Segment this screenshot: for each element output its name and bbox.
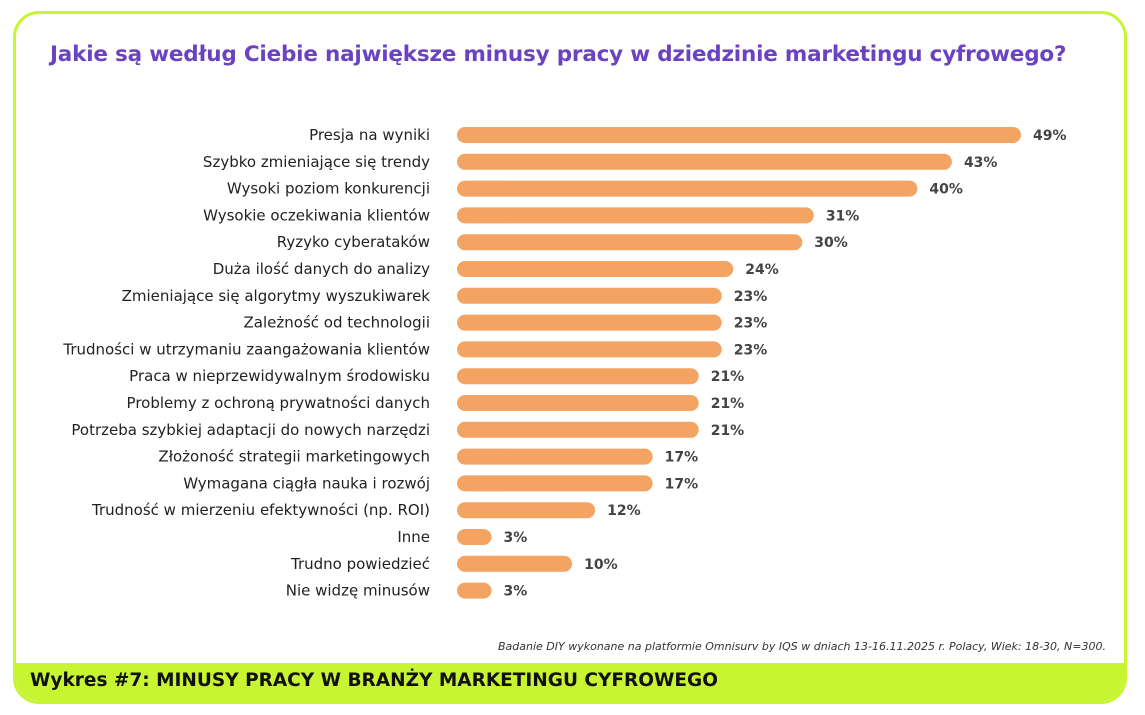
- category-label: Ryzyko cyberataków: [277, 233, 430, 251]
- bar: [457, 341, 722, 358]
- value-label: 17%: [665, 450, 699, 466]
- bar: [457, 287, 722, 304]
- category-label: Trudność w mierzeniu efektywności (np. R…: [91, 501, 430, 519]
- bar: [457, 421, 699, 438]
- category-label: Zależność od technologii: [244, 314, 430, 332]
- value-label: 3%: [504, 584, 528, 600]
- category-label: Trudno powiedzieć: [290, 555, 430, 573]
- value-label: 21%: [711, 369, 745, 385]
- value-label: 10%: [584, 557, 618, 573]
- source-note: Badanie DIY wykonane na platformie Omnis…: [498, 640, 1106, 653]
- category-label: Praca w nieprzewidywalnym środowisku: [129, 367, 430, 385]
- category-label: Wymagana ciągła nauka i rozwój: [183, 474, 430, 492]
- bar: [457, 180, 918, 197]
- value-label: 12%: [607, 503, 641, 519]
- category-label: Potrzeba szybkiej adaptacji do nowych na…: [71, 421, 430, 439]
- value-label: 40%: [929, 182, 963, 198]
- category-label: Zmieniające się algorytmy wyszukiwarek: [122, 287, 431, 305]
- bar-chart: Presja na wyniki 49% Szybko zmieniające si…: [62, 126, 1067, 600]
- bar: [457, 261, 734, 277]
- value-label: 31%: [826, 208, 860, 224]
- value-label: 23%: [734, 316, 768, 332]
- chart-title: Jakie są według Ciebie największe minusy…: [50, 42, 1067, 67]
- bar: [457, 153, 952, 170]
- bar: [457, 555, 573, 572]
- value-label: 49%: [1033, 128, 1067, 144]
- category-label: Nie widzę minusów: [286, 582, 430, 600]
- value-label: 3%: [504, 530, 528, 546]
- bar: [457, 368, 699, 385]
- bar: [457, 314, 722, 331]
- bar: [457, 448, 653, 465]
- footer-bar: Wykres #7: MINUSY PRACY W BRANŻY MARKETI…: [16, 663, 1124, 701]
- category-label: Złożoność strategii marketingowych: [158, 448, 430, 466]
- bar: [457, 207, 814, 224]
- bar: [457, 475, 653, 492]
- bar: [457, 395, 699, 411]
- value-label: 24%: [745, 262, 779, 278]
- category-label: Wysoki poziom konkurencji: [227, 180, 430, 198]
- category-label: Inne: [397, 528, 430, 546]
- category-label: Presja na wyniki: [309, 126, 430, 144]
- category-label: Trudności w utrzymaniu zaangażowania kli…: [62, 340, 430, 358]
- bar: [457, 582, 492, 599]
- value-label: 43%: [964, 155, 998, 171]
- chart-card: Jakie są według Ciebie największe minusy…: [13, 11, 1127, 704]
- bar: [457, 127, 1021, 143]
- footer-caption: Wykres #7: MINUSY PRACY W BRANŻY MARKETI…: [30, 670, 718, 691]
- category-label: Wysokie oczekiwania klientów: [203, 206, 430, 224]
- value-label: 30%: [814, 235, 848, 251]
- value-label: 23%: [734, 342, 768, 358]
- value-label: 21%: [711, 423, 745, 439]
- category-label: Duża ilość danych do analizy: [213, 260, 430, 278]
- category-label: Szybko zmieniające się trendy: [203, 153, 430, 171]
- value-label: 17%: [665, 476, 699, 492]
- bar: [457, 234, 803, 251]
- category-label: Problemy z ochroną prywatności danych: [127, 394, 430, 412]
- bar: [457, 502, 596, 519]
- bar: [457, 529, 492, 545]
- value-label: 21%: [711, 396, 745, 412]
- value-label: 23%: [734, 289, 768, 305]
